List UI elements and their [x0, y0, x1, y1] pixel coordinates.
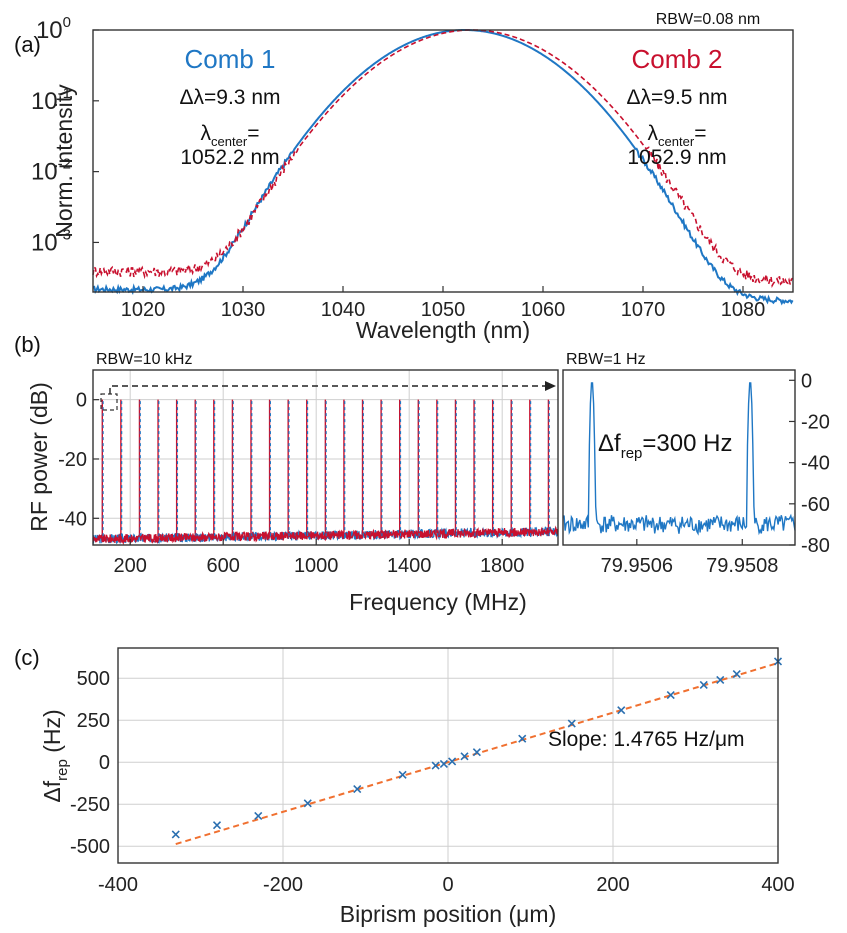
c-ytick-label: -250 — [70, 794, 110, 816]
c-data-point — [254, 811, 263, 821]
a-ytick-label: 100 — [36, 14, 71, 44]
c-ytick-label: 0 — [99, 752, 110, 774]
bl-ytick-label: -20 — [58, 449, 87, 471]
a-xtick-label: 1020 — [121, 299, 166, 321]
panel-c: -400 -200 0 200 400 500 250 0 -250 -500 Slope: 1.… — [39, 647, 795, 927]
bl-xtick-label: 600 — [207, 555, 240, 577]
comb2-center-label: λcenter= — [648, 122, 707, 149]
panel-b-left: 200 600 1000 1400 1800 0 -20 -40 RBW=10 kHz Fre… — [26, 351, 559, 615]
panel-b-xlabel: Frequency (MHz) — [349, 589, 527, 615]
c-xtick-label: -400 — [98, 874, 138, 896]
panel-c-ylabel: Δfrep (Hz) — [39, 709, 71, 802]
a-xtick-label: 1060 — [521, 299, 566, 321]
panel-b-left-frame — [92, 369, 559, 546]
c-data-point — [518, 734, 527, 743]
br-ytick-label: 0 — [801, 370, 812, 392]
c-data-point — [472, 748, 481, 757]
panel-a-rbw: RBW=0.08 nm — [656, 11, 760, 28]
slope-label: Slope: 1.4765 Hz/μm — [548, 728, 745, 751]
comb2-center-value: 1052.9 nm — [627, 146, 726, 169]
a-series-1 — [92, 29, 794, 306]
bl-ytick-label: -40 — [58, 508, 87, 530]
bl-xtick-label: 200 — [114, 555, 147, 577]
c-data-point — [171, 830, 180, 839]
comb2-bandwidth: Δλ=9.5 nm — [627, 86, 728, 109]
bl-noise-floor — [92, 525, 559, 545]
bl-xtick-label: 1000 — [294, 555, 339, 577]
br-ytick-label: -40 — [801, 453, 830, 475]
a-xtick-label: 1050 — [421, 299, 466, 321]
a-ytick-label: 10-2 — [31, 156, 71, 186]
panel-c-frame — [117, 647, 779, 864]
br-xtick-label: 79.9506 — [601, 555, 673, 577]
c-data-point — [212, 821, 222, 830]
c-data-point — [303, 799, 312, 808]
zoom-arrow-line — [109, 385, 552, 394]
c-data-point — [448, 757, 457, 766]
c-data-point — [431, 761, 440, 770]
c-data-point — [353, 785, 362, 794]
comb1-bandwidth: Δλ=9.3 nm — [180, 86, 281, 109]
c-data-point — [439, 759, 448, 768]
panel-b-right-frame — [562, 369, 796, 546]
c-xtick-label: 0 — [442, 874, 453, 896]
comb2-legend: Comb 2 — [631, 44, 722, 74]
panel-b-left-rbw: RBW=10 kHz — [96, 351, 192, 368]
c-data-point — [732, 669, 741, 679]
comb1-center-label: λcenter= — [201, 122, 260, 149]
a-xtick-label: 1030 — [221, 299, 266, 321]
zoom-arrow-head — [545, 381, 556, 391]
panel-label-a: (a) — [14, 32, 41, 57]
c-ytick-label: 500 — [77, 668, 110, 690]
bl-ytick-label: 0 — [76, 390, 87, 412]
a-ytick-label: 10-1 — [31, 85, 71, 115]
a-series-2 — [92, 29, 794, 288]
c-data-point — [699, 680, 708, 690]
comb1-center-value: 1052.2 nm — [180, 146, 279, 169]
c-data-point — [617, 706, 626, 715]
c-data-point — [398, 770, 407, 779]
c-xtick-label: 400 — [761, 874, 794, 896]
panel-b-ylabel: RF power (dB) — [26, 382, 52, 532]
c-data-point — [567, 719, 576, 728]
br-ytick-label: -60 — [801, 494, 830, 516]
br-ytick-label: -80 — [801, 535, 830, 557]
c-xtick-label: -200 — [263, 874, 303, 896]
bl-xtick-label: 1800 — [480, 555, 525, 577]
c-data-point — [666, 690, 675, 700]
a-xtick-label: 1080 — [721, 299, 766, 321]
panel-c-xlabel: Biprism position (μm) — [340, 901, 556, 927]
c-xtick-label: 200 — [596, 874, 629, 896]
c-fit-line — [175, 662, 779, 846]
panel-label-b: (b) — [14, 332, 41, 357]
c-data-point — [716, 675, 725, 684]
comb1-legend: Comb 1 — [184, 44, 275, 74]
zoom-box — [100, 393, 118, 411]
c-ytick-label: -500 — [70, 836, 110, 858]
panel-b-right: 79.9506 79.9508 0 -20 -40 -60 -80 RBW=1 Hz Δfr… — [562, 351, 830, 577]
panel-a-ylabel: Norm. intensity — [51, 84, 77, 238]
panel-b-right-rbw: RBW=1 Hz — [566, 351, 646, 368]
a-xtick-label: 1040 — [321, 299, 366, 321]
panel-label-c: (c) — [14, 645, 40, 670]
br-ytick-label: -20 — [801, 411, 830, 433]
panel-a-xlabel: Wavelength (nm) — [356, 317, 530, 343]
panel-a: 1020 1030 1040 1050 1060 1070 1080 100 10-1 10-2 1… — [31, 11, 794, 343]
c-ytick-label: 250 — [77, 710, 110, 732]
br-xtick-label: 79.9508 — [706, 555, 778, 577]
bl-xtick-label: 1400 — [387, 555, 432, 577]
a-ytick-label: 10-3 — [31, 226, 71, 256]
br-trace — [562, 382, 796, 536]
dfrep-label: Δfrep=300 Hz — [598, 430, 732, 462]
c-data-point — [460, 752, 469, 761]
a-xtick-label: 1070 — [621, 299, 666, 321]
